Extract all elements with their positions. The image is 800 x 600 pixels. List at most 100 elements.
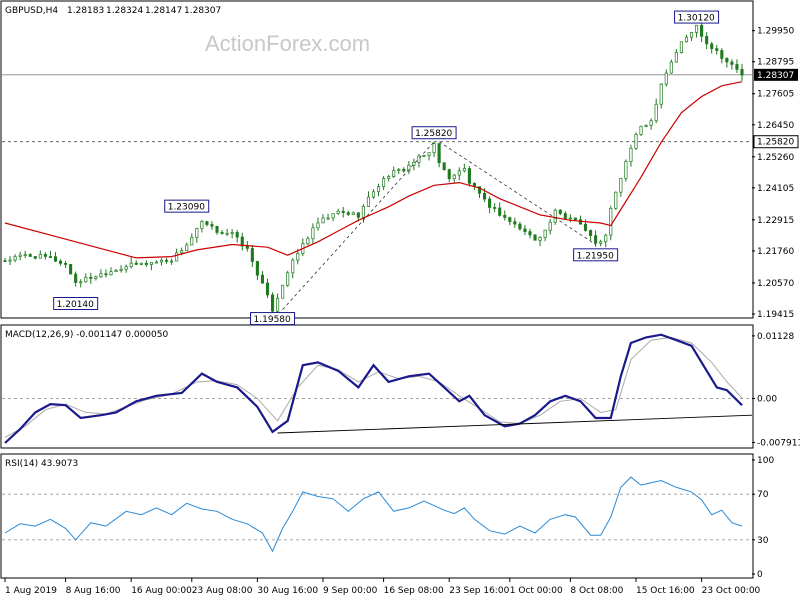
candle-body xyxy=(553,209,557,223)
candle-body xyxy=(270,294,275,312)
candle-body xyxy=(715,48,719,51)
candle-body xyxy=(528,231,532,236)
candle-body xyxy=(23,254,27,256)
candle-body xyxy=(109,271,113,276)
price-axis-label: 1.25260 xyxy=(757,153,794,163)
candle-body xyxy=(437,143,441,164)
candle-body xyxy=(74,273,78,283)
candle-body xyxy=(316,222,320,229)
horizontal-level-marker xyxy=(753,135,799,149)
price-axis: 1.29950 1.28795 1.27605 1.26450 1.25260 1.241… xyxy=(752,27,799,320)
macd-axis: 0.01128 0.00 -0.007911 xyxy=(752,332,800,449)
candle-body xyxy=(442,162,446,171)
candle-body xyxy=(679,41,683,54)
candle-body xyxy=(503,215,507,218)
price-axis-label: 1.27605 xyxy=(757,90,794,100)
candle-body xyxy=(498,207,502,216)
candle-body xyxy=(33,256,37,259)
price-header-low: 1.28147 xyxy=(145,6,182,16)
rsi-axis-label: 70 xyxy=(757,490,769,500)
candle-body xyxy=(387,176,391,179)
rsi-axis-label: 30 xyxy=(757,536,769,546)
macd-line xyxy=(4,333,743,444)
candle-body xyxy=(583,223,588,231)
candle-body xyxy=(483,192,487,200)
price-callout-box xyxy=(53,296,99,310)
candle-body xyxy=(518,223,522,230)
candle-body xyxy=(38,254,42,259)
candle-body xyxy=(599,241,603,244)
candle-body xyxy=(311,227,315,240)
candle-body xyxy=(624,161,628,179)
price-panel-frame xyxy=(0,0,754,319)
candle-body xyxy=(639,125,643,135)
x-axis-label: 23 Aug 08:00 xyxy=(192,586,253,596)
candle-body xyxy=(427,152,431,156)
candle-body xyxy=(508,217,512,222)
x-axis-label: 30 Aug 16:00 xyxy=(257,586,318,596)
candle-body xyxy=(139,262,143,265)
macd-header: MACD(12,26,9) -0.001147 0.000050 xyxy=(5,330,168,340)
candle-body xyxy=(114,270,118,273)
candle-body xyxy=(467,168,471,184)
candle-body xyxy=(326,217,330,220)
candle-body xyxy=(346,212,350,215)
price-header-close: 1.28307 xyxy=(184,6,221,16)
candle-body xyxy=(609,208,613,236)
candle-body xyxy=(104,273,108,276)
rsi-layer xyxy=(2,476,752,553)
candle-body xyxy=(735,64,739,70)
candle-body xyxy=(154,261,158,264)
x-axis-label: 23 Sep 16:00 xyxy=(449,586,509,596)
price-axis-label: 1.19415 xyxy=(757,310,794,320)
candle-body xyxy=(245,245,249,249)
x-axis-label: 15 Oct 16:00 xyxy=(636,586,695,596)
candle-body xyxy=(170,260,174,263)
price-axis-label: 1.28795 xyxy=(757,58,794,68)
x-axis-label: 9 Sep 00:00 xyxy=(323,586,378,596)
candle-body xyxy=(8,259,12,262)
candle-body xyxy=(341,210,345,213)
current-price-label: 1.28307 xyxy=(757,71,794,81)
price-callout-box xyxy=(674,10,720,24)
candle-body xyxy=(296,253,300,261)
candle-body xyxy=(725,58,729,63)
candle-body xyxy=(260,274,264,284)
rsi-panel-frame xyxy=(0,453,754,579)
x-axis-label: 16 Aug 00:00 xyxy=(131,586,192,596)
candle-body xyxy=(649,120,653,126)
price-header-symbol: GBPUSD,H4 xyxy=(5,6,58,16)
candle-body xyxy=(629,147,633,162)
candle-body xyxy=(669,61,673,74)
rsi-axis-label: 0 xyxy=(757,570,763,580)
candle-body xyxy=(119,268,123,271)
candle-body xyxy=(477,186,482,194)
candle-body xyxy=(382,178,386,187)
candle-body xyxy=(376,186,381,193)
candle-body xyxy=(392,170,396,177)
price-header-high: 1.28324 xyxy=(106,6,143,16)
candle-body xyxy=(18,254,22,257)
candle-body xyxy=(286,272,290,286)
candle-body xyxy=(134,262,138,265)
candle-body xyxy=(604,234,608,243)
candle-body xyxy=(276,297,280,312)
candle-body xyxy=(619,178,623,193)
candle-body xyxy=(336,210,340,214)
candle-body xyxy=(720,50,724,59)
macd-axis-label: 0.01128 xyxy=(757,332,794,342)
candle-body xyxy=(700,24,704,37)
candle-body xyxy=(457,170,461,176)
price-callout-box xyxy=(164,199,210,213)
candle-body xyxy=(164,259,169,262)
candle-body xyxy=(689,32,694,38)
dashed-trend-line xyxy=(438,141,596,245)
macd-axis-label: -0.007911 xyxy=(757,439,800,449)
horizontal-level-label: 1.25820 xyxy=(757,138,794,148)
candle-body xyxy=(69,264,73,275)
candle-body xyxy=(215,225,219,233)
candle-body xyxy=(225,232,229,235)
candle-body xyxy=(144,262,148,265)
candle-body xyxy=(190,236,194,246)
candle-body xyxy=(644,124,648,127)
